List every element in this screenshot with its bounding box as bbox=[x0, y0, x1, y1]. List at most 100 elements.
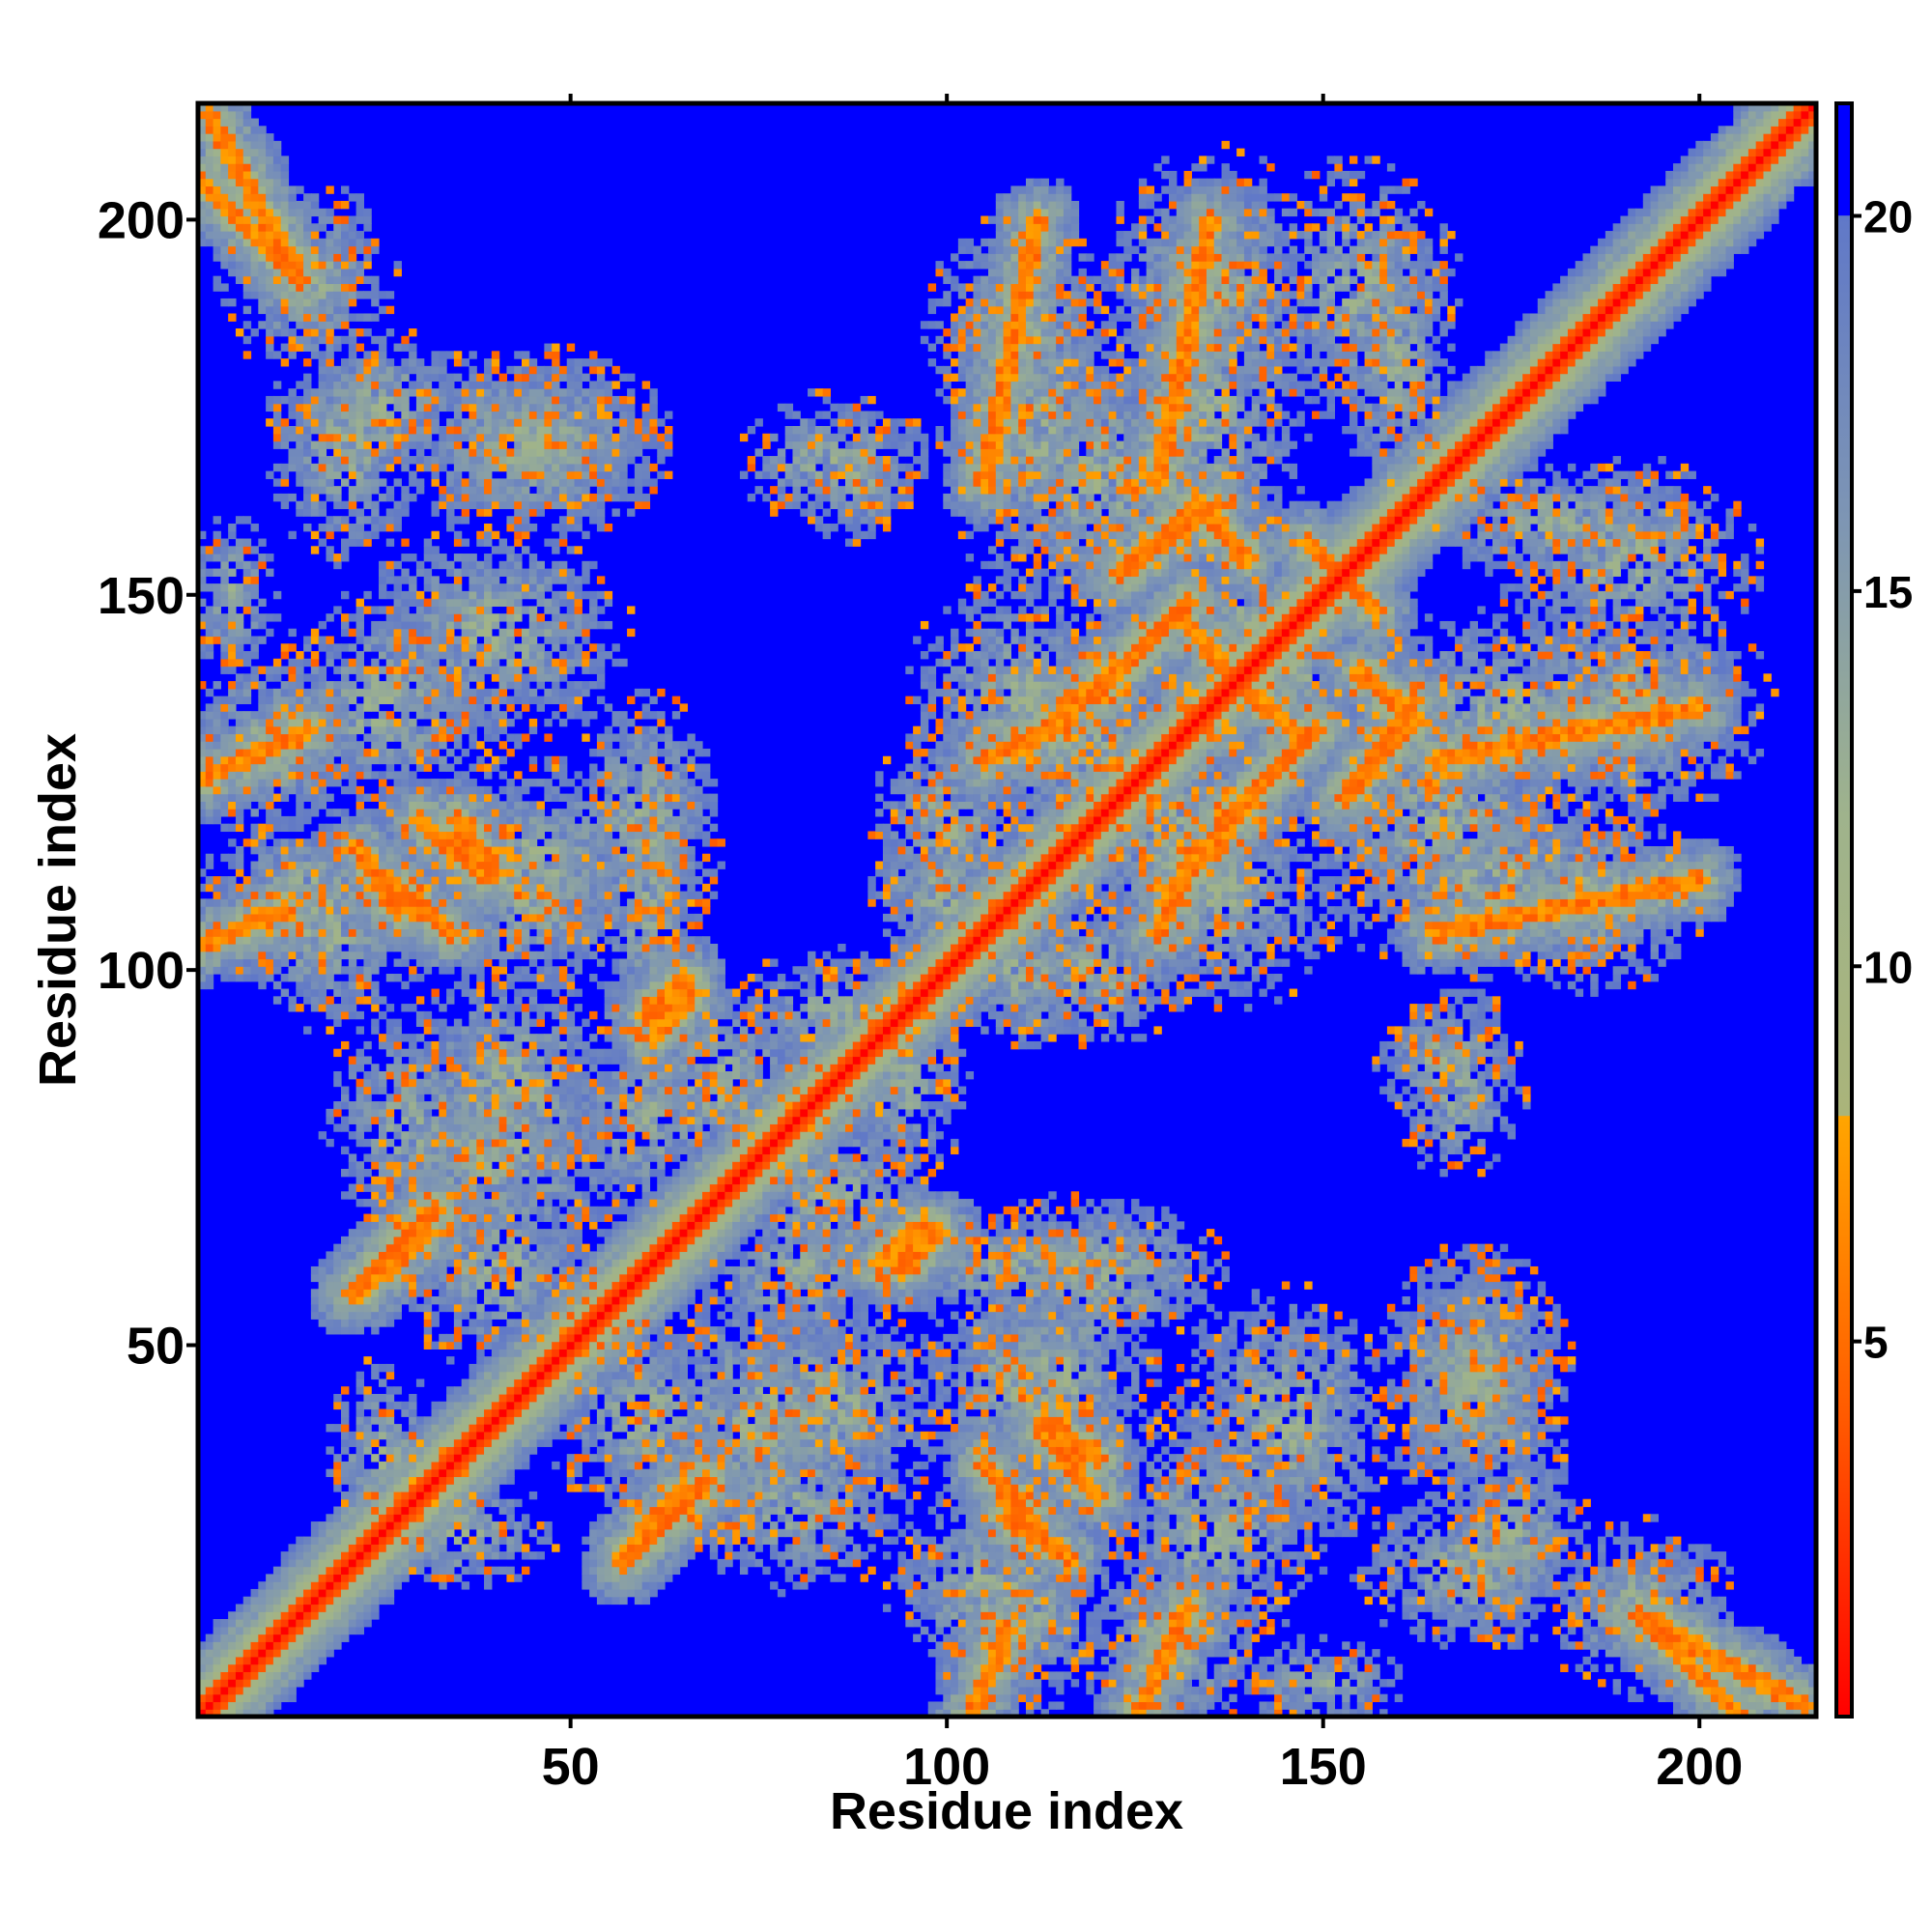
heatmap-cell bbox=[333, 749, 342, 757]
heatmap-cell bbox=[476, 1213, 485, 1222]
heatmap-cell bbox=[242, 1709, 252, 1718]
heatmap-cell bbox=[326, 703, 334, 712]
heatmap-cell bbox=[310, 898, 320, 907]
heatmap-cell bbox=[439, 1206, 447, 1215]
heatmap-cell bbox=[280, 1611, 290, 1620]
heatmap-cell bbox=[401, 1484, 410, 1492]
heatmap-cell bbox=[371, 470, 380, 479]
heatmap-cell bbox=[205, 755, 214, 765]
heatmap-cell bbox=[469, 845, 477, 855]
heatmap-cell bbox=[288, 1596, 297, 1605]
heatmap-cell bbox=[393, 928, 402, 937]
heatmap-cell bbox=[453, 1424, 463, 1433]
heatmap-cell bbox=[453, 681, 463, 690]
heatmap-cell bbox=[296, 906, 304, 915]
heatmap-cell bbox=[378, 343, 387, 352]
heatmap-cell bbox=[228, 200, 237, 210]
heatmap-cell bbox=[415, 1251, 425, 1260]
heatmap-cell bbox=[318, 351, 327, 359]
heatmap-cell bbox=[469, 1454, 477, 1463]
heatmap-cell bbox=[205, 1649, 214, 1658]
heatmap-cell bbox=[461, 598, 470, 608]
heatmap-cell bbox=[453, 673, 463, 682]
heatmap-cell bbox=[348, 313, 357, 322]
heatmap-cell bbox=[333, 1558, 342, 1568]
heatmap-cell bbox=[250, 755, 259, 765]
heatmap-cell bbox=[272, 613, 282, 622]
heatmap-cell bbox=[272, 1604, 282, 1612]
heatmap-cell bbox=[280, 696, 290, 704]
heatmap-cell bbox=[446, 815, 455, 825]
heatmap-cell bbox=[498, 1116, 508, 1124]
heatmap-cell bbox=[303, 283, 312, 292]
heatmap-cell bbox=[250, 771, 259, 780]
heatmap-cell bbox=[498, 403, 508, 412]
heatmap-cell bbox=[385, 876, 395, 885]
heatmap-cell bbox=[303, 658, 312, 668]
heatmap-cell bbox=[341, 996, 350, 1005]
heatmap-cell bbox=[371, 275, 380, 285]
heatmap-cell bbox=[213, 913, 221, 923]
heatmap-cell bbox=[401, 779, 410, 787]
heatmap-cell bbox=[498, 1386, 508, 1395]
heatmap-cell bbox=[401, 809, 410, 817]
heatmap-cell bbox=[341, 1243, 350, 1253]
heatmap-cell bbox=[242, 1634, 252, 1642]
heatmap-cell bbox=[484, 1333, 493, 1343]
heatmap-cell bbox=[348, 523, 357, 532]
heatmap-cell bbox=[469, 1221, 477, 1230]
heatmap-cell bbox=[250, 966, 259, 975]
heatmap-cell bbox=[393, 598, 402, 608]
heatmap-cell bbox=[385, 1514, 395, 1522]
heatmap-cell bbox=[476, 1461, 485, 1470]
heatmap-cell bbox=[439, 1281, 447, 1290]
heatmap-cell bbox=[213, 809, 221, 817]
heatmap-cell bbox=[439, 1101, 447, 1110]
heatmap-cell bbox=[235, 921, 244, 930]
heatmap-cell bbox=[423, 1431, 433, 1440]
heatmap-cell bbox=[446, 613, 455, 622]
heatmap-cell bbox=[310, 913, 320, 923]
heatmap-cell bbox=[341, 891, 350, 899]
heatmap-cell bbox=[453, 809, 463, 817]
heatmap-cell bbox=[453, 606, 463, 614]
heatmap-cell bbox=[393, 1183, 402, 1192]
heatmap-cell bbox=[333, 418, 342, 427]
heatmap-cell bbox=[363, 943, 372, 952]
heatmap-cell bbox=[446, 1521, 455, 1530]
heatmap-cell bbox=[461, 951, 470, 960]
heatmap-cell bbox=[371, 868, 380, 877]
heatmap-cell bbox=[242, 898, 252, 907]
heatmap-cell bbox=[423, 779, 433, 787]
heatmap-cell bbox=[415, 628, 425, 638]
heatmap-cell bbox=[288, 838, 297, 847]
heatmap-cell bbox=[423, 831, 433, 839]
heatmap-cell bbox=[348, 763, 357, 772]
heatmap-cell bbox=[439, 1026, 447, 1035]
heatmap-cell bbox=[318, 958, 327, 967]
heatmap-cell bbox=[401, 1206, 410, 1215]
heatmap-cell bbox=[363, 763, 372, 772]
heatmap-cell bbox=[310, 208, 320, 217]
heatmap-cell bbox=[318, 636, 327, 644]
heatmap-cell bbox=[439, 1303, 447, 1313]
heatmap-cell bbox=[235, 974, 244, 982]
heatmap-cell bbox=[461, 966, 470, 975]
heatmap-cell bbox=[439, 1108, 447, 1118]
heatmap-cell bbox=[446, 785, 455, 795]
heatmap-cell bbox=[363, 1386, 372, 1395]
heatmap-cell bbox=[506, 1319, 515, 1327]
heatmap-cell bbox=[446, 433, 455, 442]
heatmap-cell bbox=[423, 546, 433, 554]
heatmap-cell bbox=[310, 1619, 320, 1628]
heatmap-cell bbox=[198, 568, 207, 577]
heatmap-cell bbox=[491, 1468, 500, 1478]
heatmap-cell bbox=[491, 418, 500, 427]
heatmap-cell bbox=[310, 636, 320, 644]
heatmap-cell bbox=[341, 1506, 350, 1515]
heatmap-cell bbox=[469, 673, 477, 682]
heatmap-cell bbox=[303, 815, 312, 825]
heatmap-cell bbox=[205, 958, 214, 967]
heatmap-cell bbox=[439, 1265, 447, 1275]
heatmap-cell bbox=[363, 1243, 372, 1253]
